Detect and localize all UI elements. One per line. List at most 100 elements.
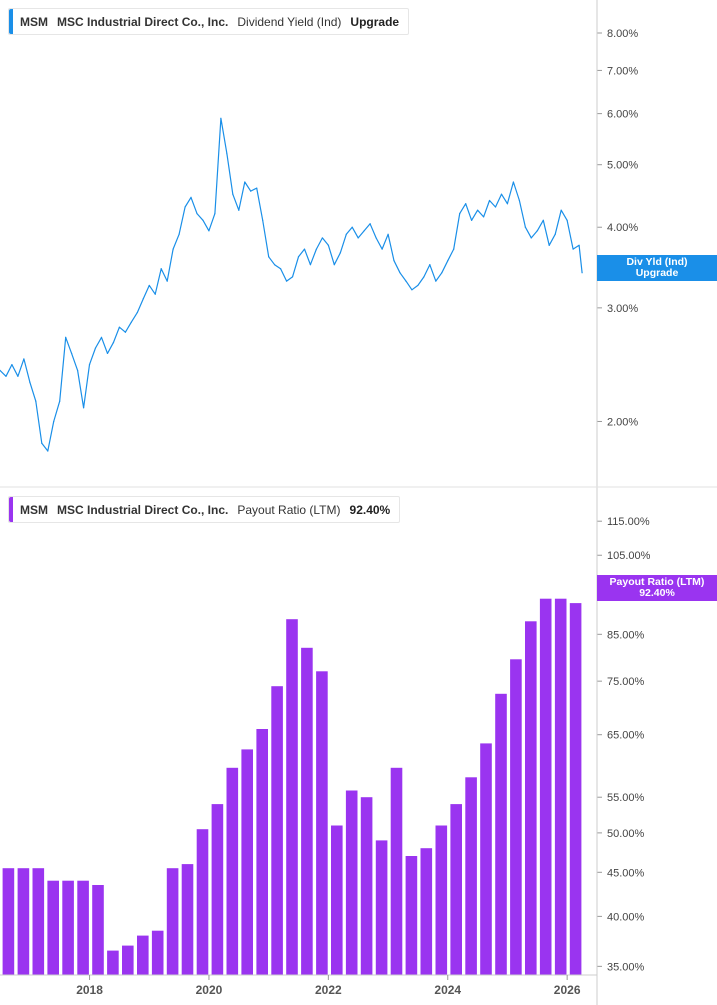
yield-point xyxy=(524,226,526,228)
yield-point xyxy=(268,256,270,258)
yield-point xyxy=(124,331,126,333)
payout-bar xyxy=(360,797,373,975)
yield-point xyxy=(494,206,497,208)
payout-bar xyxy=(375,840,388,975)
yield-point xyxy=(112,342,115,344)
yield-point xyxy=(17,375,19,377)
yield-point xyxy=(560,209,562,211)
payout-bar xyxy=(510,659,522,975)
yield-point xyxy=(339,252,341,254)
yield-point xyxy=(435,280,437,282)
yield-point xyxy=(142,298,144,300)
yield-point xyxy=(130,321,132,323)
yield-point xyxy=(530,237,532,239)
payout-bar xyxy=(525,621,537,975)
payout-bar xyxy=(122,945,134,975)
yield-point xyxy=(53,420,55,423)
yield-value-badge: Div Yld (Ind) Upgrade xyxy=(597,255,717,281)
yield-point xyxy=(453,248,455,250)
yield-point xyxy=(482,216,485,218)
payout-bar xyxy=(2,868,15,975)
yield-point xyxy=(196,212,198,215)
payout-bar xyxy=(32,868,45,975)
yield-point xyxy=(471,219,473,221)
yield-point xyxy=(333,264,335,266)
payout-bar xyxy=(569,603,582,975)
y-tick-label: 8.00% xyxy=(607,28,638,40)
legend-company: MSC Industrial Direct Co., Inc. xyxy=(57,502,229,517)
legend-ticker: MSM xyxy=(20,502,48,517)
payout-bar xyxy=(554,598,567,975)
yield-point xyxy=(381,248,383,250)
payout-bar xyxy=(241,749,253,975)
yield-point xyxy=(29,381,31,383)
payout-bar xyxy=(420,848,433,975)
payout-bar xyxy=(181,864,194,975)
yield-point xyxy=(178,233,180,235)
payout-bar xyxy=(390,767,403,975)
y-tick-label: 6.00% xyxy=(607,109,638,121)
yield-point xyxy=(303,248,306,250)
yield-point xyxy=(554,233,556,235)
yield-point xyxy=(363,230,365,232)
payout-bar xyxy=(495,693,507,975)
yield-point xyxy=(148,284,150,287)
yield-point xyxy=(5,375,7,377)
yield-point xyxy=(297,256,300,258)
yield-point xyxy=(166,280,168,282)
y-tick-label: 75.00% xyxy=(607,676,645,688)
yield-point xyxy=(214,212,216,215)
yield-point xyxy=(572,248,574,250)
x-tick-label: 2026 xyxy=(554,983,581,997)
payout-bar xyxy=(196,829,209,975)
yield-point xyxy=(244,181,246,183)
badge-line1: Payout Ratio (LTM) xyxy=(609,576,705,588)
yield-point xyxy=(345,233,347,235)
x-tick-label: 2024 xyxy=(434,983,461,997)
payout-bar xyxy=(166,868,179,975)
yield-point xyxy=(59,400,61,402)
yield-point xyxy=(238,209,240,211)
legend-company: MSC Industrial Direct Co., Inc. xyxy=(57,14,229,29)
payout-bar xyxy=(62,880,74,975)
y-tick-label: 40.00% xyxy=(607,911,645,923)
y-tick-label: 50.00% xyxy=(607,828,645,840)
badge-line1: Div Yld (Ind) xyxy=(626,256,688,268)
yield-point xyxy=(118,326,120,328)
yield-point xyxy=(518,199,520,202)
y-tick-label: 105.00% xyxy=(607,550,651,562)
yield-point xyxy=(393,260,395,262)
yield-point xyxy=(82,407,85,409)
yield-point xyxy=(47,450,49,452)
yield-point xyxy=(581,272,583,274)
yield-point xyxy=(184,206,186,208)
badge-line2: 92.40% xyxy=(639,587,675,599)
legend-ticker: MSM xyxy=(20,14,48,29)
y-tick-label: 7.00% xyxy=(607,65,638,77)
yield-point xyxy=(94,347,97,349)
yield-point xyxy=(417,284,419,287)
payout-bar xyxy=(331,825,343,975)
payout-bar xyxy=(539,598,552,975)
yield-point xyxy=(65,336,67,338)
yield-point xyxy=(190,196,192,198)
yield-point xyxy=(136,311,138,314)
yield-point xyxy=(274,264,276,266)
payout-bar xyxy=(316,671,328,975)
yield-point xyxy=(512,181,515,183)
yield-point xyxy=(35,400,37,402)
legend-metric: Dividend Yield (Ind) xyxy=(237,14,342,29)
yield-point xyxy=(220,117,222,119)
yield-point xyxy=(357,237,359,239)
yield-point xyxy=(309,264,312,266)
y-tick-label: 85.00% xyxy=(607,629,645,641)
payout-bar xyxy=(47,880,59,975)
payout-bar xyxy=(256,729,268,975)
upgrade-link[interactable]: Upgrade xyxy=(350,14,400,29)
y-tick-label: 55.00% xyxy=(607,792,645,804)
yield-point xyxy=(399,272,401,274)
yield-point xyxy=(566,219,568,221)
payout-bar xyxy=(345,790,358,975)
payout-color-swatch xyxy=(9,497,13,522)
yield-point xyxy=(0,369,1,371)
